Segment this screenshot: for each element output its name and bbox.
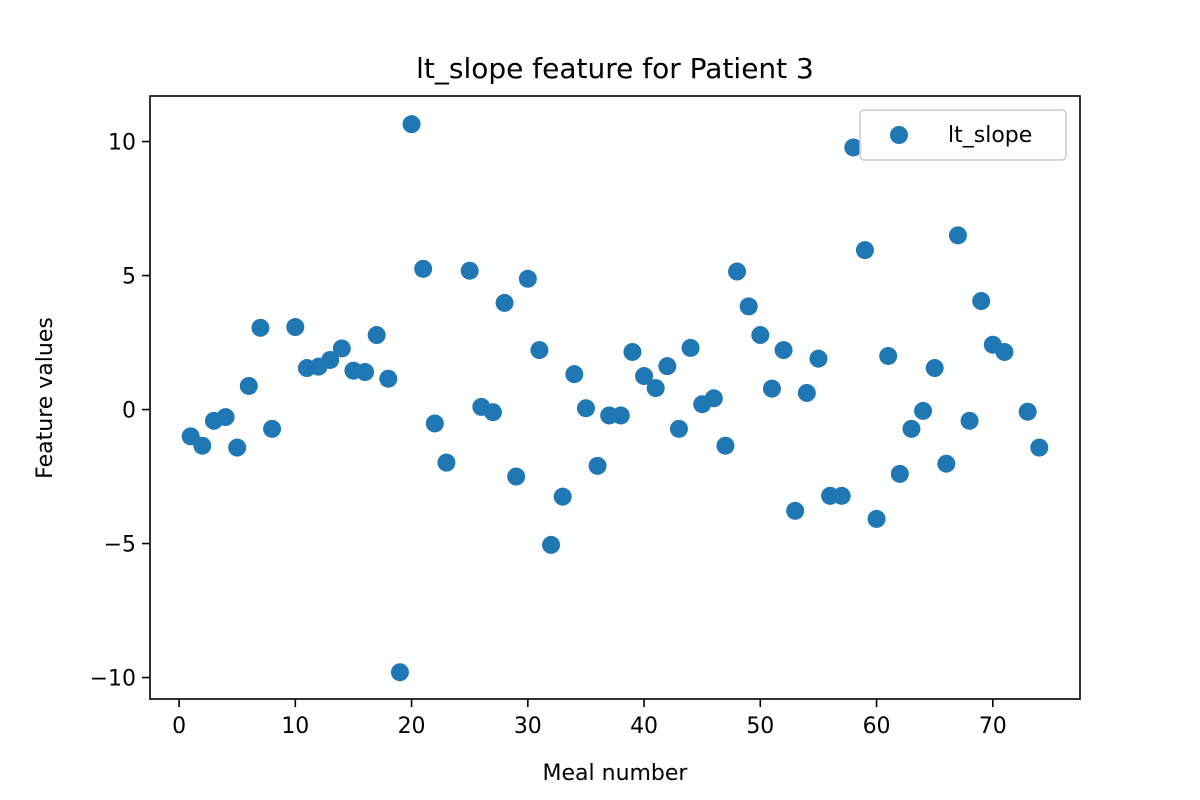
data-point bbox=[332, 339, 351, 358]
data-point bbox=[425, 414, 444, 433]
data-point bbox=[972, 292, 991, 311]
data-point bbox=[937, 454, 956, 473]
data-point bbox=[553, 487, 572, 506]
data-point bbox=[367, 326, 386, 345]
data-point bbox=[960, 411, 979, 430]
legend-label: lt_slope bbox=[948, 123, 1032, 148]
data-point bbox=[402, 115, 421, 134]
data-point bbox=[832, 486, 851, 505]
plot-frame bbox=[149, 95, 1081, 700]
data-point bbox=[460, 261, 479, 280]
data-point bbox=[251, 318, 270, 337]
data-point bbox=[681, 338, 700, 357]
x-axis: 0 10 20 30 40 50 60 70 bbox=[172, 699, 1007, 739]
x-axis-title: Meal number bbox=[543, 761, 689, 786]
legend: lt_slope bbox=[859, 109, 1067, 161]
data-point bbox=[635, 367, 654, 386]
data-point bbox=[576, 399, 595, 418]
data-point bbox=[739, 297, 758, 316]
x-tick-label: 20 bbox=[398, 714, 426, 739]
data-point bbox=[518, 269, 537, 288]
data-point bbox=[902, 419, 921, 438]
data-point bbox=[228, 438, 247, 457]
data-point bbox=[414, 259, 433, 278]
data-point bbox=[728, 262, 747, 281]
x-tick-label: 70 bbox=[979, 714, 1007, 739]
x-tick-label: 0 bbox=[172, 714, 186, 739]
data-point bbox=[286, 318, 305, 337]
legend-box bbox=[859, 109, 1067, 161]
data-point bbox=[1030, 438, 1049, 457]
data-point bbox=[611, 406, 630, 425]
data-points bbox=[181, 115, 1049, 682]
data-point bbox=[704, 389, 723, 408]
data-point bbox=[263, 419, 282, 438]
data-point bbox=[890, 464, 909, 483]
y-tick-label: −10 bbox=[90, 667, 136, 692]
y-tick-label: −5 bbox=[104, 533, 136, 558]
data-point bbox=[867, 509, 886, 528]
y-tick-label: 0 bbox=[122, 399, 136, 424]
data-point bbox=[321, 350, 340, 369]
data-point bbox=[774, 341, 793, 360]
data-point bbox=[495, 293, 514, 312]
data-point bbox=[914, 401, 933, 420]
data-point bbox=[437, 453, 456, 472]
y-axis-title: Feature values bbox=[33, 317, 58, 479]
data-point bbox=[669, 419, 688, 438]
data-point bbox=[855, 241, 874, 260]
data-point bbox=[623, 342, 642, 361]
data-point bbox=[542, 535, 561, 554]
data-point bbox=[948, 226, 967, 245]
data-point bbox=[751, 326, 770, 345]
data-point bbox=[216, 408, 235, 427]
y-axis: −10 −5 0 5 10 bbox=[90, 131, 150, 692]
data-point bbox=[844, 138, 863, 157]
x-tick-label: 40 bbox=[630, 714, 658, 739]
data-point bbox=[716, 436, 735, 455]
data-point bbox=[995, 342, 1014, 361]
data-point bbox=[588, 456, 607, 475]
data-point bbox=[879, 346, 898, 365]
x-tick-label: 60 bbox=[863, 714, 891, 739]
x-tick-label: 50 bbox=[746, 714, 774, 739]
data-point bbox=[797, 383, 816, 402]
data-point bbox=[762, 379, 781, 398]
data-point bbox=[356, 363, 375, 382]
x-tick-label: 30 bbox=[514, 714, 542, 739]
data-point bbox=[379, 369, 398, 388]
data-point bbox=[239, 376, 258, 395]
data-point bbox=[1018, 402, 1037, 421]
chart-title: lt_slope feature for Patient 3 bbox=[416, 52, 814, 85]
data-point bbox=[658, 357, 677, 376]
data-point bbox=[483, 403, 502, 422]
data-point bbox=[565, 365, 584, 384]
y-tick-label: 10 bbox=[108, 131, 136, 156]
legend-marker bbox=[890, 126, 908, 144]
data-point bbox=[925, 359, 944, 378]
data-point bbox=[786, 501, 805, 520]
data-point bbox=[530, 341, 549, 360]
data-point bbox=[809, 349, 828, 368]
data-point bbox=[507, 467, 526, 486]
data-point bbox=[646, 379, 665, 398]
x-tick-label: 10 bbox=[281, 714, 309, 739]
y-tick-label: 5 bbox=[122, 265, 136, 290]
data-point bbox=[193, 436, 212, 455]
data-point bbox=[390, 663, 409, 682]
